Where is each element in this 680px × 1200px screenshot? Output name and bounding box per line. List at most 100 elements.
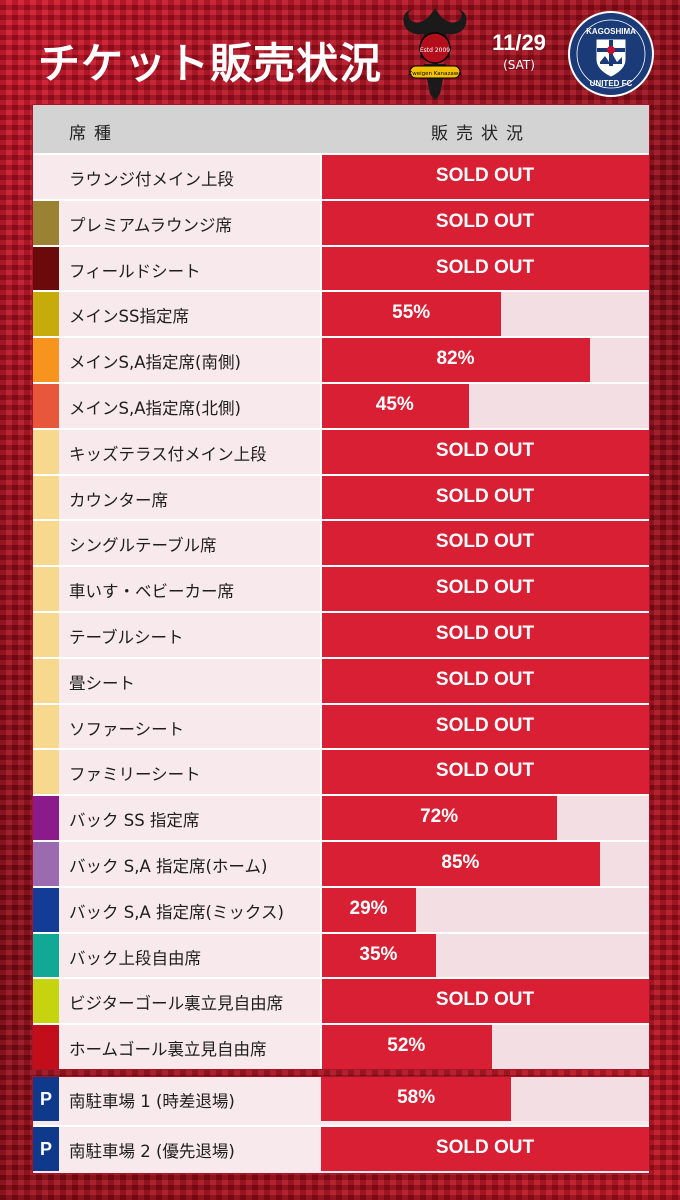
status-label: SOLD OUT <box>435 531 535 553</box>
seat-color-swatch <box>33 658 59 703</box>
status-bar <box>321 567 649 612</box>
seat-name: テーブルシート <box>69 628 184 647</box>
seat-color-swatch <box>33 704 59 749</box>
table-header: 席種 販売状況 <box>33 105 649 154</box>
seat-name: バック S,A 指定席(ミックス) <box>69 902 284 922</box>
status-bar <box>321 1025 492 1070</box>
status-bar <box>321 200 649 245</box>
parking-row: P 南駐車場 2 (優先退場) SOLD OUT <box>33 1125 649 1171</box>
seat-name: メインS,A指定席(北側) <box>69 399 241 418</box>
status-bar-track: 35% <box>321 933 649 978</box>
seat-color-swatch <box>33 246 59 291</box>
status-bar-track: 82% <box>321 338 649 383</box>
status-label: 82% <box>436 348 475 370</box>
status-bar <box>321 338 590 383</box>
status-bar-track: 72% <box>321 796 649 841</box>
status-bar-track: 55% <box>321 292 649 337</box>
seat-color-swatch <box>33 842 59 886</box>
status-bar-track: 85% <box>321 842 649 886</box>
seat-color-swatch <box>33 384 59 428</box>
seat-name: ホームゴール裏立見自由席 <box>69 1040 267 1060</box>
status-bar-track: SOLD OUT <box>321 567 649 612</box>
status-label: 55% <box>392 302 431 324</box>
status-bar-track: SOLD OUT <box>321 613 649 657</box>
seat-name: カウンター席 <box>69 490 168 510</box>
status-label: SOLD OUT <box>435 210 535 232</box>
seat-color-swatch <box>33 796 59 841</box>
seat-name: ラウンジ付メイン上段 <box>69 170 234 189</box>
table-row: プレミアムラウンジ席 SOLD OUT <box>33 198 649 245</box>
seat-color-swatch <box>33 475 59 520</box>
column-header-status: 販売状況 <box>431 124 531 144</box>
kagoshima-united-logo-icon: KAGOSHIMA UNITED FC <box>568 11 654 97</box>
status-bar <box>321 384 469 428</box>
status-bar <box>321 1077 512 1121</box>
table-row: シングルテーブル席 SOLD OUT <box>33 519 649 566</box>
seat-name: ビジターゴール裏立見自由席 <box>69 994 284 1014</box>
parking-row: P 南駐車場 1 (時差退場) 58% <box>33 1077 649 1121</box>
status-bar <box>321 1127 649 1171</box>
status-bar-track: 52% <box>321 1025 649 1070</box>
status-bar <box>321 246 649 291</box>
ticket-status-table: 席種 販売状況 ラウンジ付メイン上段 SOLD OUT プレミアムラウンジ席 SOLD… <box>32 104 650 1070</box>
parking-name: 南駐車場 1 (時差退場) <box>69 1092 235 1111</box>
status-label: SOLD OUT <box>435 668 535 690</box>
parking-name: 南駐車場 2 (優先退場) <box>69 1142 235 1161</box>
status-bar-track: SOLD OUT <box>321 200 649 245</box>
table-row: ホームゴール裏立見自由席 52% <box>33 1023 649 1070</box>
status-label: SOLD OUT <box>435 577 535 599</box>
seat-color-swatch <box>33 979 59 1024</box>
status-bar <box>321 475 649 520</box>
table-row: ビジターゴール裏立見自由席 SOLD OUT <box>33 977 649 1024</box>
status-bar <box>321 613 649 657</box>
seat-color-swatch <box>33 567 59 612</box>
status-bar-track: SOLD OUT <box>321 704 649 749</box>
table-row: メインS,A指定席(南側) 82% <box>33 336 649 383</box>
column-divider <box>320 153 322 1069</box>
seat-name: ファミリーシート <box>69 765 201 785</box>
table-row: メインS,A指定席(北側) 45% <box>33 382 649 428</box>
status-bar <box>321 842 600 886</box>
table-row: ファミリーシート SOLD OUT <box>33 748 649 795</box>
status-label: SOLD OUT <box>435 623 535 644</box>
logo-text-bottom: UNITED FC <box>590 79 633 88</box>
seat-name: キッズテラス付メイン上段 <box>69 444 267 464</box>
status-bar <box>321 933 436 978</box>
status-bar-track: 29% <box>321 887 649 932</box>
seat-color-swatch <box>33 292 59 337</box>
status-bar-track: SOLD OUT <box>321 1127 649 1171</box>
match-date-block: 11/29 (SAT) <box>484 30 554 72</box>
table-row: ラウンジ付メイン上段 SOLD OUT <box>33 153 649 199</box>
status-label: SOLD OUT <box>435 256 535 278</box>
table-row: バック上段自由席 35% <box>33 931 649 978</box>
table-row: テーブルシート SOLD OUT <box>33 611 649 657</box>
status-label: 29% <box>349 897 388 919</box>
status-bar-track: SOLD OUT <box>321 979 649 1024</box>
status-bar <box>321 292 502 337</box>
seat-color-swatch <box>33 933 59 978</box>
seat-color-swatch <box>33 200 59 245</box>
status-bar-track: SOLD OUT <box>321 475 649 520</box>
logo-text-top: KAGOSHIMA <box>586 27 636 36</box>
status-bar <box>321 658 649 703</box>
table-row: 畳シート SOLD OUT <box>33 656 649 703</box>
status-bar <box>321 429 649 474</box>
match-date: 11/29 <box>492 30 546 55</box>
parking-icon: P <box>33 1077 59 1121</box>
seat-color-swatch <box>33 429 59 474</box>
seat-name: 畳シート <box>69 673 135 693</box>
status-bar-track: 45% <box>321 384 649 428</box>
table-row: 車いす・ベビーカー席 SOLD OUT <box>33 565 649 612</box>
status-bar-track: SOLD OUT <box>321 246 649 291</box>
status-bar <box>321 796 558 841</box>
table-row: バック SS 指定席 72% <box>33 794 649 841</box>
seat-name: フィールドシート <box>69 261 201 281</box>
table-row: バック S,A 指定席(ホーム) 85% <box>33 840 649 886</box>
status-label: 85% <box>441 852 480 873</box>
table-row: フィールドシート SOLD OUT <box>33 244 649 291</box>
status-label: SOLD OUT <box>435 989 535 1011</box>
status-bar <box>321 887 417 932</box>
seat-color-swatch <box>33 521 59 566</box>
seat-color-swatch <box>33 1025 59 1070</box>
header: チケット販売状況 Estd 2009 Zweigen Kanazawa 11/2… <box>0 0 680 104</box>
